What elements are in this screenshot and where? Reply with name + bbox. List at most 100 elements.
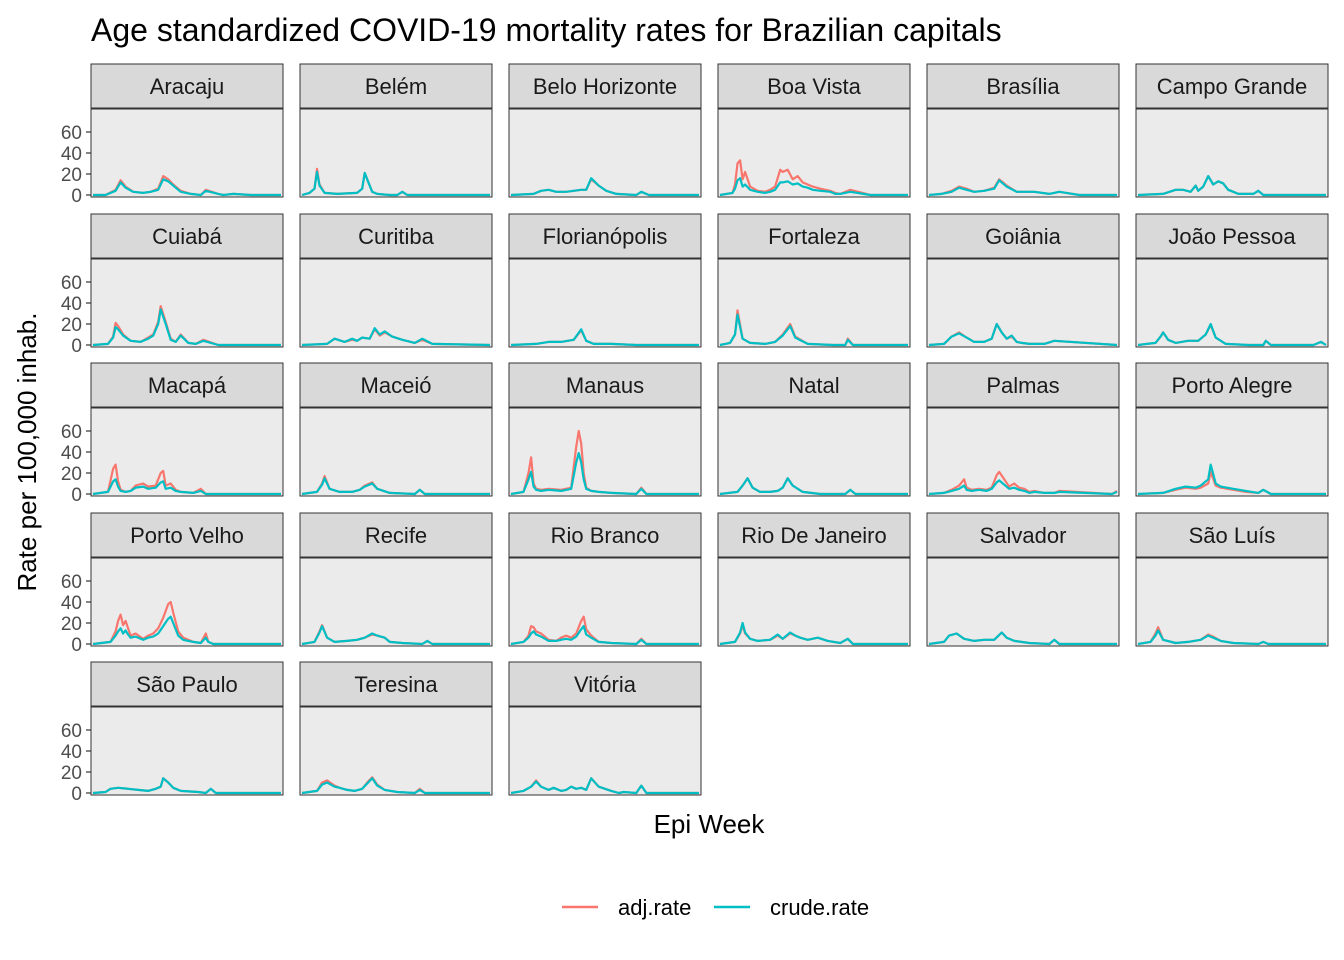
facet-strip [90,512,284,558]
plot-panel [90,407,284,497]
facet-panel: Goiânia [926,213,1120,348]
series-line-crude-rate [301,477,490,496]
facet-strip [299,362,493,408]
plot-panel [299,557,493,647]
series-line-crude-rate [510,625,699,646]
facet-strip [508,661,702,707]
facet-strip [1135,63,1329,109]
plot-panel [299,108,493,198]
series-line-crude-rate [719,477,908,496]
facet-strip-label: Boa Vista [767,74,862,99]
facet-panel: Belo Horizonte [508,63,702,198]
plot-panel [299,258,493,348]
legend-label: crude.rate [770,895,869,920]
y-tick-label: 0 [71,485,82,506]
facet-strip [90,661,284,707]
facet-strip-label: Natal [788,373,839,398]
plot-panel [508,706,702,796]
y-tick-label: 60 [61,572,82,593]
facet-strip-label: Salvador [980,523,1067,548]
plot-panel [1135,407,1329,497]
series-line-crude-rate [301,170,490,197]
facet-strip-label: Curitiba [358,224,435,249]
series-line-crude-rate [510,452,699,496]
y-tick-label: 20 [61,464,82,485]
facet-panel: Curitiba [299,213,493,348]
plot-panel [717,258,911,348]
facet-strip-label: Rio Branco [551,523,660,548]
y-tick-label: 60 [61,422,82,443]
plot-panel [926,108,1120,198]
series-line-crude-rate [510,777,699,795]
facet-strip [717,63,911,109]
facet-panel: Maceió [299,362,493,497]
plot-panel [717,407,911,497]
facet-strip [90,362,284,408]
plot-panel [1135,258,1329,348]
y-tick-label: 40 [61,742,82,763]
facet-panel: Palmas [926,362,1120,497]
series-line-crude-rate [928,179,1117,197]
y-tick-label: 0 [71,635,82,656]
facet-panel: Boa Vista [717,63,911,198]
facet-panel: Vitória [508,661,702,796]
facet-strip [717,213,911,259]
plot-panel [299,407,493,497]
facet-strip-label: Maceió [361,373,432,398]
facet-strip [508,63,702,109]
plot-panel [717,108,911,198]
facet-strip-label: Florianópolis [543,224,668,249]
plot-panel [508,258,702,348]
series-line-crude-rate [1137,175,1326,197]
facet-strip-label: Porto Alegre [1171,373,1292,398]
facet-strip-label: Rio De Janeiro [741,523,887,548]
facet-strip [926,362,1120,408]
facet-panel: Teresina [299,661,493,796]
plot-panel [926,407,1120,497]
y-tick-label: 40 [61,294,82,315]
facet-strip [926,213,1120,259]
plot-panel [90,258,284,348]
y-tick-label: 0 [71,186,82,207]
facet-panel: Porto Alegre [1135,362,1329,497]
series-line-crude-rate [510,177,699,197]
plot-panel [1135,557,1329,647]
facet-strip [299,512,493,558]
facet-strip [926,512,1120,558]
facet-strip [299,63,493,109]
series-line-crude-rate [1137,322,1327,347]
legend-label: adj.rate [618,895,691,920]
facet-panel: São Luís [1135,512,1329,647]
facet-panel: Brasília [926,63,1120,198]
y-tick-label: 20 [61,763,82,784]
facet-strip-label: Macapá [148,373,227,398]
facet-strip-label: Campo Grande [1157,74,1307,99]
facet-panel: Recife [299,512,493,647]
plot-panel [90,706,284,796]
facet-strip-label: Goiânia [985,224,1062,249]
plot-panel [90,557,284,647]
chart-title: Age standardized COVID-19 mortality rate… [91,12,1002,48]
y-tick-label: 20 [61,614,82,635]
facet-strip [299,661,493,707]
series-line-crude-rate [1137,463,1326,496]
x-axis-label: Epi Week [654,809,766,839]
plot-panel [299,706,493,796]
facet-panel: Rio Branco [508,512,702,647]
facet-strip [926,63,1120,109]
facet-strip-label: Fortaleza [768,224,860,249]
series-line-crude-rate [1137,629,1326,646]
facet-panel: Rio De Janeiro [717,512,911,647]
facet-strip-label: João Pessoa [1168,224,1296,249]
y-tick-label: 40 [61,443,82,464]
series-line-crude-rate [719,313,908,347]
facet-strip-label: São Luís [1189,523,1276,548]
series-line-crude-rate [928,631,1117,646]
series-line-crude-rate [92,478,281,496]
facet-strip-label: Vitória [574,672,637,697]
